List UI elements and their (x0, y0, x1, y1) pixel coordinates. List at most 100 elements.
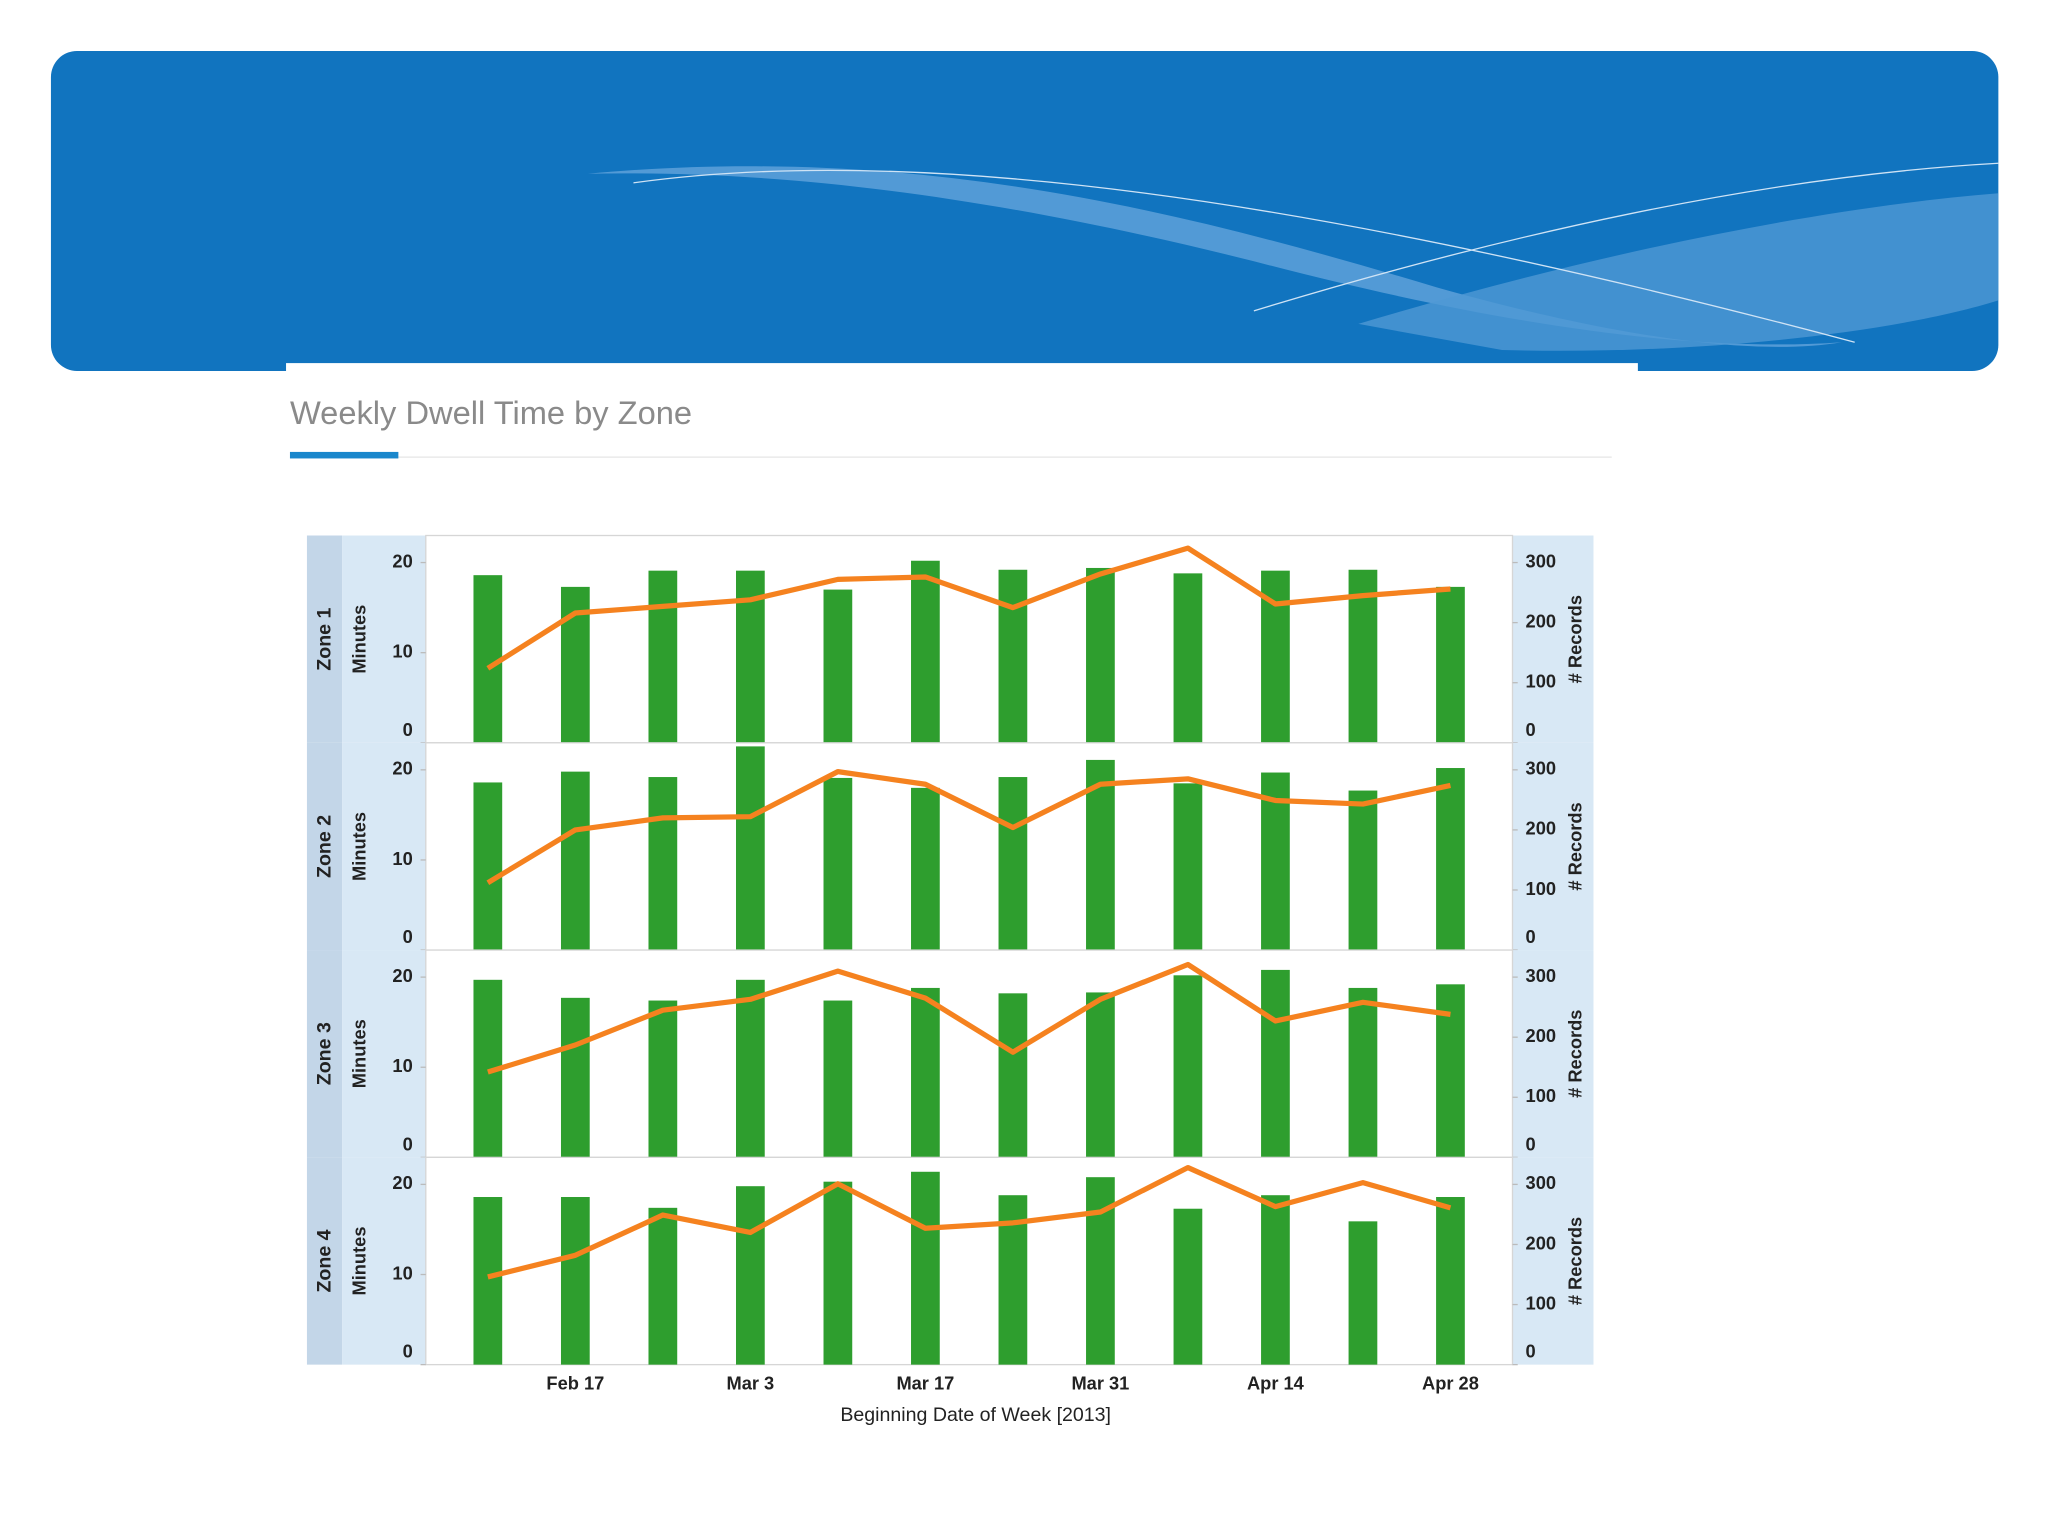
y2-tick-label: 0 (1526, 926, 1536, 947)
bar (1086, 992, 1115, 1158)
y2-axis-label: # Records (1564, 1010, 1585, 1098)
bar (1348, 1221, 1378, 1365)
y-tick-label: 0 (403, 1133, 413, 1154)
bar (998, 993, 1028, 1158)
bar (1086, 567, 1115, 743)
bar (560, 1197, 590, 1365)
bar (911, 560, 940, 743)
y-tick-label: 0 (403, 926, 413, 947)
y-axis-label: Minutes (348, 1226, 369, 1295)
banner-strip (286, 363, 1638, 374)
bar (736, 979, 765, 1158)
y2-tick-label: 200 (1526, 1025, 1556, 1046)
bar (473, 575, 503, 743)
y-tick-label: 0 (403, 719, 413, 740)
y-tick-label: 10 (392, 1262, 412, 1283)
y-axis-area (342, 742, 426, 951)
facet-label: Zone 4 (313, 1229, 335, 1292)
chart: Zone 1 Minutes # Records010200100200300Zon… (306, 534, 1594, 1393)
bar (911, 987, 940, 1158)
y-tick-label: 20 (392, 758, 412, 779)
y2-tick-label: 100 (1526, 671, 1556, 692)
bar (823, 1181, 853, 1365)
y2-tick-label: 300 (1526, 758, 1556, 779)
facet-strip (306, 535, 343, 743)
bar (1348, 790, 1378, 951)
y-axis-label: Minutes (348, 1019, 369, 1088)
facet-label: Zone 2 (313, 815, 335, 878)
y-axis-label: Minutes (348, 605, 369, 674)
y-tick-label: 0 (403, 1341, 413, 1362)
bar (823, 589, 853, 743)
y-tick-label: 10 (392, 640, 412, 661)
y2-tick-label: 200 (1526, 610, 1556, 631)
bar (648, 1000, 678, 1158)
line (486, 545, 1451, 671)
page-title: Weekly Dwell Time by Zone (290, 394, 692, 431)
y2-tick-label: 100 (1526, 1085, 1556, 1106)
y2-tick-label: 0 (1526, 1341, 1536, 1362)
bar (911, 787, 940, 951)
bar (1173, 783, 1203, 951)
line (486, 769, 1451, 886)
bar (473, 782, 503, 951)
y-axis-label: Minutes (348, 812, 369, 881)
x-axis-label: Beginning Date of Week [2013] (840, 1404, 1111, 1426)
y2-tick-label: 100 (1526, 878, 1556, 899)
y2-tick-label: 200 (1526, 818, 1556, 839)
y2-tick-label: 100 (1526, 1292, 1556, 1313)
y-axis-area (342, 1157, 426, 1365)
bar (560, 771, 590, 951)
bar (648, 777, 678, 951)
facet-strip (306, 742, 343, 951)
bar (1261, 1195, 1290, 1365)
y2-axis-area (1512, 742, 1594, 951)
bar (823, 777, 853, 951)
title-accent (289, 451, 399, 459)
bar (911, 1171, 940, 1365)
bar (473, 1197, 503, 1365)
bar (736, 1186, 765, 1365)
x-tick-label: Mar 17 (896, 1372, 954, 1393)
bar (823, 1000, 853, 1158)
x-tick-label: Apr 28 (1422, 1372, 1479, 1393)
bar (1348, 987, 1378, 1158)
y2-tick-label: 300 (1526, 965, 1556, 986)
y-tick-label: 20 (392, 965, 412, 986)
y2-tick-label: 200 (1526, 1232, 1556, 1253)
y2-axis-label: # Records (1564, 1217, 1585, 1305)
plot-area (425, 949, 1514, 1159)
line (487, 961, 1451, 1075)
y2-tick-label: 300 (1526, 550, 1556, 571)
y2-tick-label: 0 (1526, 1133, 1536, 1154)
plot-area (425, 742, 1514, 951)
x-tick-label: Feb 17 (546, 1372, 604, 1393)
bar (998, 569, 1028, 743)
bar (998, 777, 1028, 951)
bar (1173, 975, 1203, 1158)
facet-strip (306, 1157, 343, 1365)
y-tick-label: 10 (392, 848, 412, 869)
x-tick-label: Apr 14 (1247, 1372, 1305, 1393)
bar (648, 1207, 678, 1365)
plot-area (425, 534, 1514, 744)
x-tick-label: Mar 3 (727, 1372, 775, 1393)
facet-label: Zone 3 (313, 1022, 335, 1085)
y-tick-label: 20 (392, 1172, 412, 1193)
banner-wave (1358, 193, 1999, 351)
y2-axis-label: # Records (1564, 802, 1585, 890)
x-tick-label: Mar 31 (1071, 1372, 1129, 1393)
bar (1436, 586, 1465, 743)
facet-label: Zone 1 (313, 607, 335, 670)
bar (1261, 969, 1290, 1158)
bar (560, 997, 590, 1158)
y2-axis-label: # Records (1564, 595, 1585, 683)
y2-tick-label: 300 (1526, 1172, 1556, 1193)
bar (648, 570, 678, 743)
bar (1173, 573, 1203, 743)
y-tick-label: 20 (392, 550, 412, 571)
y-axis-area (342, 535, 426, 743)
y2-axis-area (1512, 535, 1594, 743)
